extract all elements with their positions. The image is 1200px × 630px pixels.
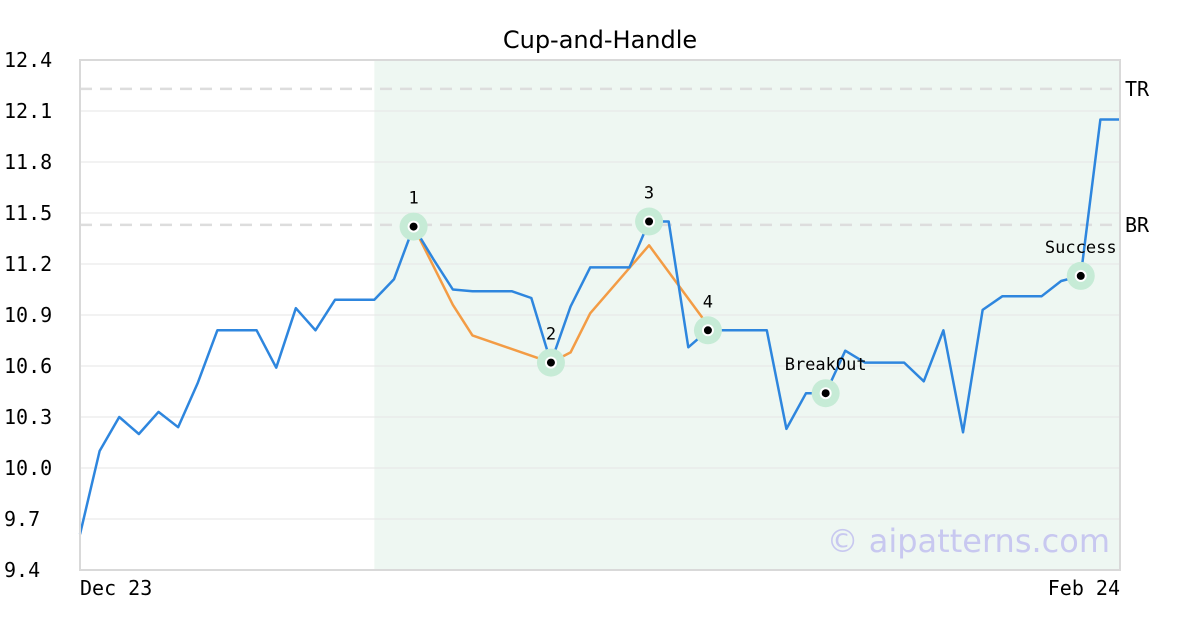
marker-label: 3: [644, 184, 654, 204]
y-tick-label: 12.4: [4, 48, 52, 72]
y-axis-tick-labels: 12.4 12.1 11.8 11.5 11.2 10.9 10.6 10.3 10.0 9.7 9…: [4, 48, 52, 582]
watermark: © aipatterns.com: [827, 522, 1110, 560]
marker-label: Success: [1045, 238, 1117, 258]
marker-label: 4: [703, 292, 713, 312]
level-label: TR: [1125, 77, 1150, 101]
y-tick-label: 9.4: [4, 558, 40, 582]
y-tick-label: 10.0: [4, 456, 52, 480]
marker-point: [701, 324, 714, 337]
marker-label: BreakOut: [785, 355, 867, 375]
marker-point: [643, 215, 656, 228]
y-tick-label: 11.5: [4, 201, 52, 225]
price-line: [78, 118, 1120, 535]
marker-point: [544, 356, 557, 369]
marker-point: [819, 387, 832, 400]
y-tick-label: 12.1: [4, 99, 52, 123]
y-tick-label: 10.9: [4, 303, 52, 327]
y-tick-label: 11.2: [4, 252, 52, 276]
y-tick-label: 11.8: [4, 150, 52, 174]
marker-point: [407, 220, 420, 233]
marker-point: [1074, 269, 1087, 282]
plot-frame: [79, 59, 1121, 571]
chart-title: Cup-and-Handle: [503, 26, 697, 54]
pattern-markers: 1 2 3 4 BreakOut Success: [399, 184, 1117, 408]
marker-label: 1: [408, 189, 418, 209]
x-axis-tick-labels: Dec 23 Feb 24: [80, 576, 1120, 600]
marker-label: 2: [546, 325, 556, 345]
x-tick-label: Dec 23: [80, 576, 152, 600]
x-tick-label: Feb 24: [1048, 576, 1120, 600]
horizontal-levels: TR BR: [80, 77, 1150, 237]
level-label: BR: [1125, 213, 1150, 237]
y-tick-label: 9.7: [4, 507, 40, 531]
y-tick-label: 10.6: [4, 354, 52, 378]
y-tick-label: 10.3: [4, 405, 52, 429]
